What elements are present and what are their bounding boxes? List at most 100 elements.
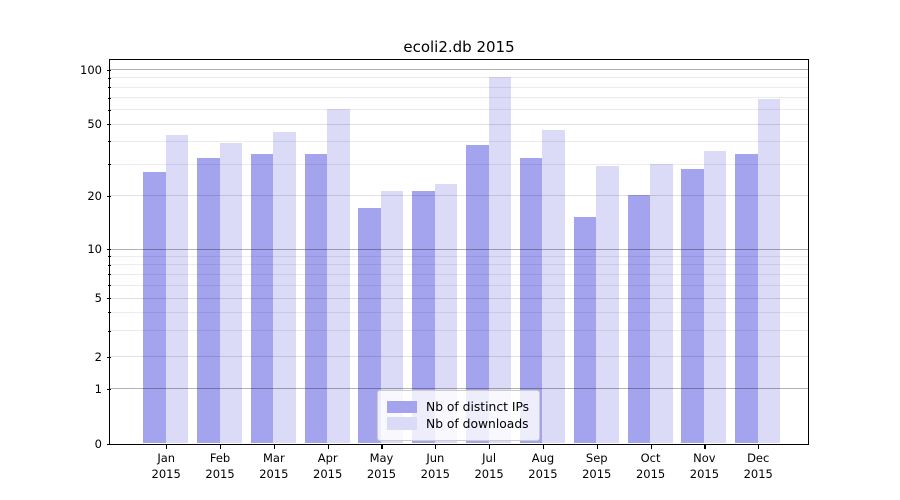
x-tick-year: 2015 [635,466,666,481]
bar-nov-downloads [703,151,727,443]
x-tick-year: 2015 [366,466,397,481]
x-tick-label-may: May 2015 [346,451,416,482]
bar-aug-distinct-ips [519,158,543,443]
bar-may-distinct-ips [358,207,381,443]
gridline-10 [110,248,808,250]
gridline-1 [110,388,808,390]
y-tick-label-20: 20 [87,188,102,203]
x-tick-year: 2015 [151,466,181,481]
chart-title: ecoli2.db 2015 [403,38,515,56]
x-tick-month: Aug [531,451,555,465]
gridline-70 [110,97,808,99]
x-tick-month: May [369,451,394,465]
x-tick-mark-mar [273,445,276,449]
x-tick-month: Feb [209,451,231,465]
y-minor-tick-mark-90 [108,77,111,79]
y-minor-tick-mark-6 [108,285,111,287]
bar-jan-downloads [165,135,189,443]
bar-apr-downloads [327,109,350,443]
bar-oct-downloads [650,163,673,443]
bar-nov-distinct-ips [681,168,704,443]
x-tick-month: Nov [693,451,716,465]
x-tick-mark-oct [650,445,652,449]
y-minor-tick-mark-4 [108,312,111,314]
y-tick-mark-5 [106,298,111,300]
bar-jun-downloads [434,184,458,443]
x-tick-label-dec: Dec 2015 [723,451,793,482]
x-tick-month: Jul [482,451,497,465]
legend-label-downloads: Nb of downloads [426,416,529,431]
x-tick-label-aug: Aug 2015 [508,451,578,482]
gridline-2 [110,356,808,357]
gridline-5 [110,297,808,299]
x-tick-year: 2015 [259,466,289,481]
gridline-40 [110,140,808,142]
gridline-50 [110,123,808,125]
y-minor-tick-mark-9 [108,256,111,258]
y-minor-tick-mark-3 [108,330,111,332]
x-tick-label-jul: Jul 2015 [454,451,524,482]
bar-jul-downloads [488,77,512,443]
x-tick-year: 2015 [420,466,450,481]
bar-mar-downloads [273,131,296,443]
legend: Nb of distinct IPs Nb of downloads [377,389,541,441]
x-tick-month: Jan [157,451,176,465]
x-tick-month: Mar [262,451,285,465]
x-tick-mark-jun [435,445,437,449]
x-tick-year: 2015 [528,466,558,481]
plot-area: Nb of distinct IPs Nb of downloads [109,58,809,445]
x-tick-year: 2015 [743,466,773,481]
y-minor-tick-mark-7 [108,274,111,276]
x-tick-month: Jun [426,451,445,465]
bar-dec-distinct-ips [735,153,758,443]
y-tick-mark-20 [106,195,111,197]
y-minor-tick-mark-60 [108,109,111,111]
y-tick-label-5: 5 [94,291,102,306]
bar-jun-distinct-ips [412,191,435,443]
y-tick-label-0: 0 [94,436,102,451]
x-tick-mark-aug [542,445,545,449]
x-tick-mark-sep [596,445,598,449]
bar-jan-distinct-ips [143,171,166,443]
x-tick-year: 2015 [582,466,612,481]
gridline-80 [110,86,808,88]
y-tick-label-100: 100 [80,62,102,77]
gridline-4 [110,311,808,313]
y-tick-label-1: 1 [94,381,102,396]
legend-swatch-downloads [387,417,417,430]
bar-sep-downloads [596,166,619,443]
x-tick-mark-feb [220,445,222,449]
x-tick-month: Apr [317,451,338,465]
y-tick-label-10: 10 [87,242,102,256]
x-tick-label-mar: Mar 2015 [239,451,309,482]
gridline-30 [110,163,808,165]
y-minor-tick-mark-30 [108,164,111,166]
x-tick-label-feb: Feb 2015 [185,451,255,482]
y-tick-mark-1 [106,388,111,390]
gridline-60 [110,109,808,111]
x-tick-label-nov: Nov 2015 [669,451,739,482]
gridline-7 [110,273,808,275]
bar-apr-distinct-ips [304,153,328,443]
gridline-8 [110,264,808,266]
bars-layer [110,60,808,445]
x-tick-month: Oct [640,451,661,465]
bar-oct-distinct-ips [627,195,651,443]
legend-swatch-distinct-ips [387,400,417,414]
y-tick-mark-2 [106,356,111,358]
bar-may-downloads [380,191,404,443]
x-tick-label-jun: Jun 2015 [400,451,470,482]
x-tick-mark-apr [327,445,329,449]
x-tick-mark-dec [758,445,760,449]
x-tick-month: Sep [585,451,608,465]
legend-row-distinct-ips: Nb of distinct IPs [387,400,529,414]
legend-label-distinct-ips: Nb of distinct IPs [426,400,530,414]
bar-sep-distinct-ips [573,217,597,443]
gridline-100 [110,69,808,71]
x-tick-mark-nov [704,445,706,449]
x-tick-year: 2015 [474,466,504,481]
gridline-6 [110,284,808,286]
bar-aug-downloads [542,130,565,443]
x-tick-year: 2015 [689,466,720,481]
